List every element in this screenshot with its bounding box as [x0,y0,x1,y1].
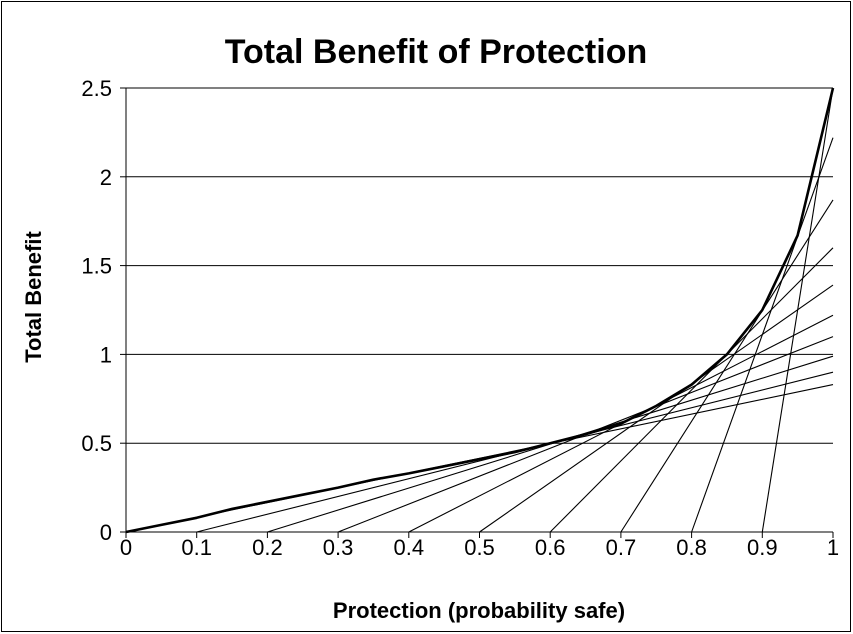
y-tick-label: 1 [100,342,112,367]
x-tick-label: 0.5 [464,535,495,560]
tangent-line [620,199,834,533]
tangent-line [196,371,834,533]
axes [120,87,834,538]
x-tick-label: 0.4 [394,535,425,560]
y-tick-label: 2 [100,165,112,190]
x-tick-label: 0.1 [181,535,212,560]
tangent-line [549,247,834,533]
tick-labels: 0 0.5 1 1.5 2 2.5 0 0.1 0.2 0.3 0.4 0.5 0.6 0.7 0.8 0.9… [81,76,839,560]
y-axis-label: Total Benefit [21,231,46,363]
tangent-line [761,87,834,533]
y-tick-label: 1.5 [81,254,112,279]
tangent-line [125,384,834,533]
y-tick-label: 0.5 [81,431,112,456]
series-lines [125,87,835,534]
x-axis-label: Protection (probability safe) [333,598,625,623]
chart-title: Total Benefit of Protection [225,33,647,71]
tangent-line [479,284,834,533]
tangent-line [691,137,834,533]
envelope-curve [125,87,835,534]
x-tick-label: 0.2 [252,535,283,560]
x-tick-label: 0.3 [323,535,354,560]
y-tick-label: 0 [100,520,112,545]
x-tick-label: 1 [827,535,839,560]
tangent-line [408,314,834,533]
tangent-line [337,336,834,533]
x-tick-label: 0.9 [747,535,778,560]
tangent-line [267,355,834,533]
x-tick-label: 0.6 [535,535,566,560]
x-tick-label: 0.8 [676,535,707,560]
grid-lines [126,87,833,444]
y-tick-label: 2.5 [81,76,112,101]
x-tick-label: 0 [120,535,132,560]
x-tick-label: 0.7 [606,535,637,560]
